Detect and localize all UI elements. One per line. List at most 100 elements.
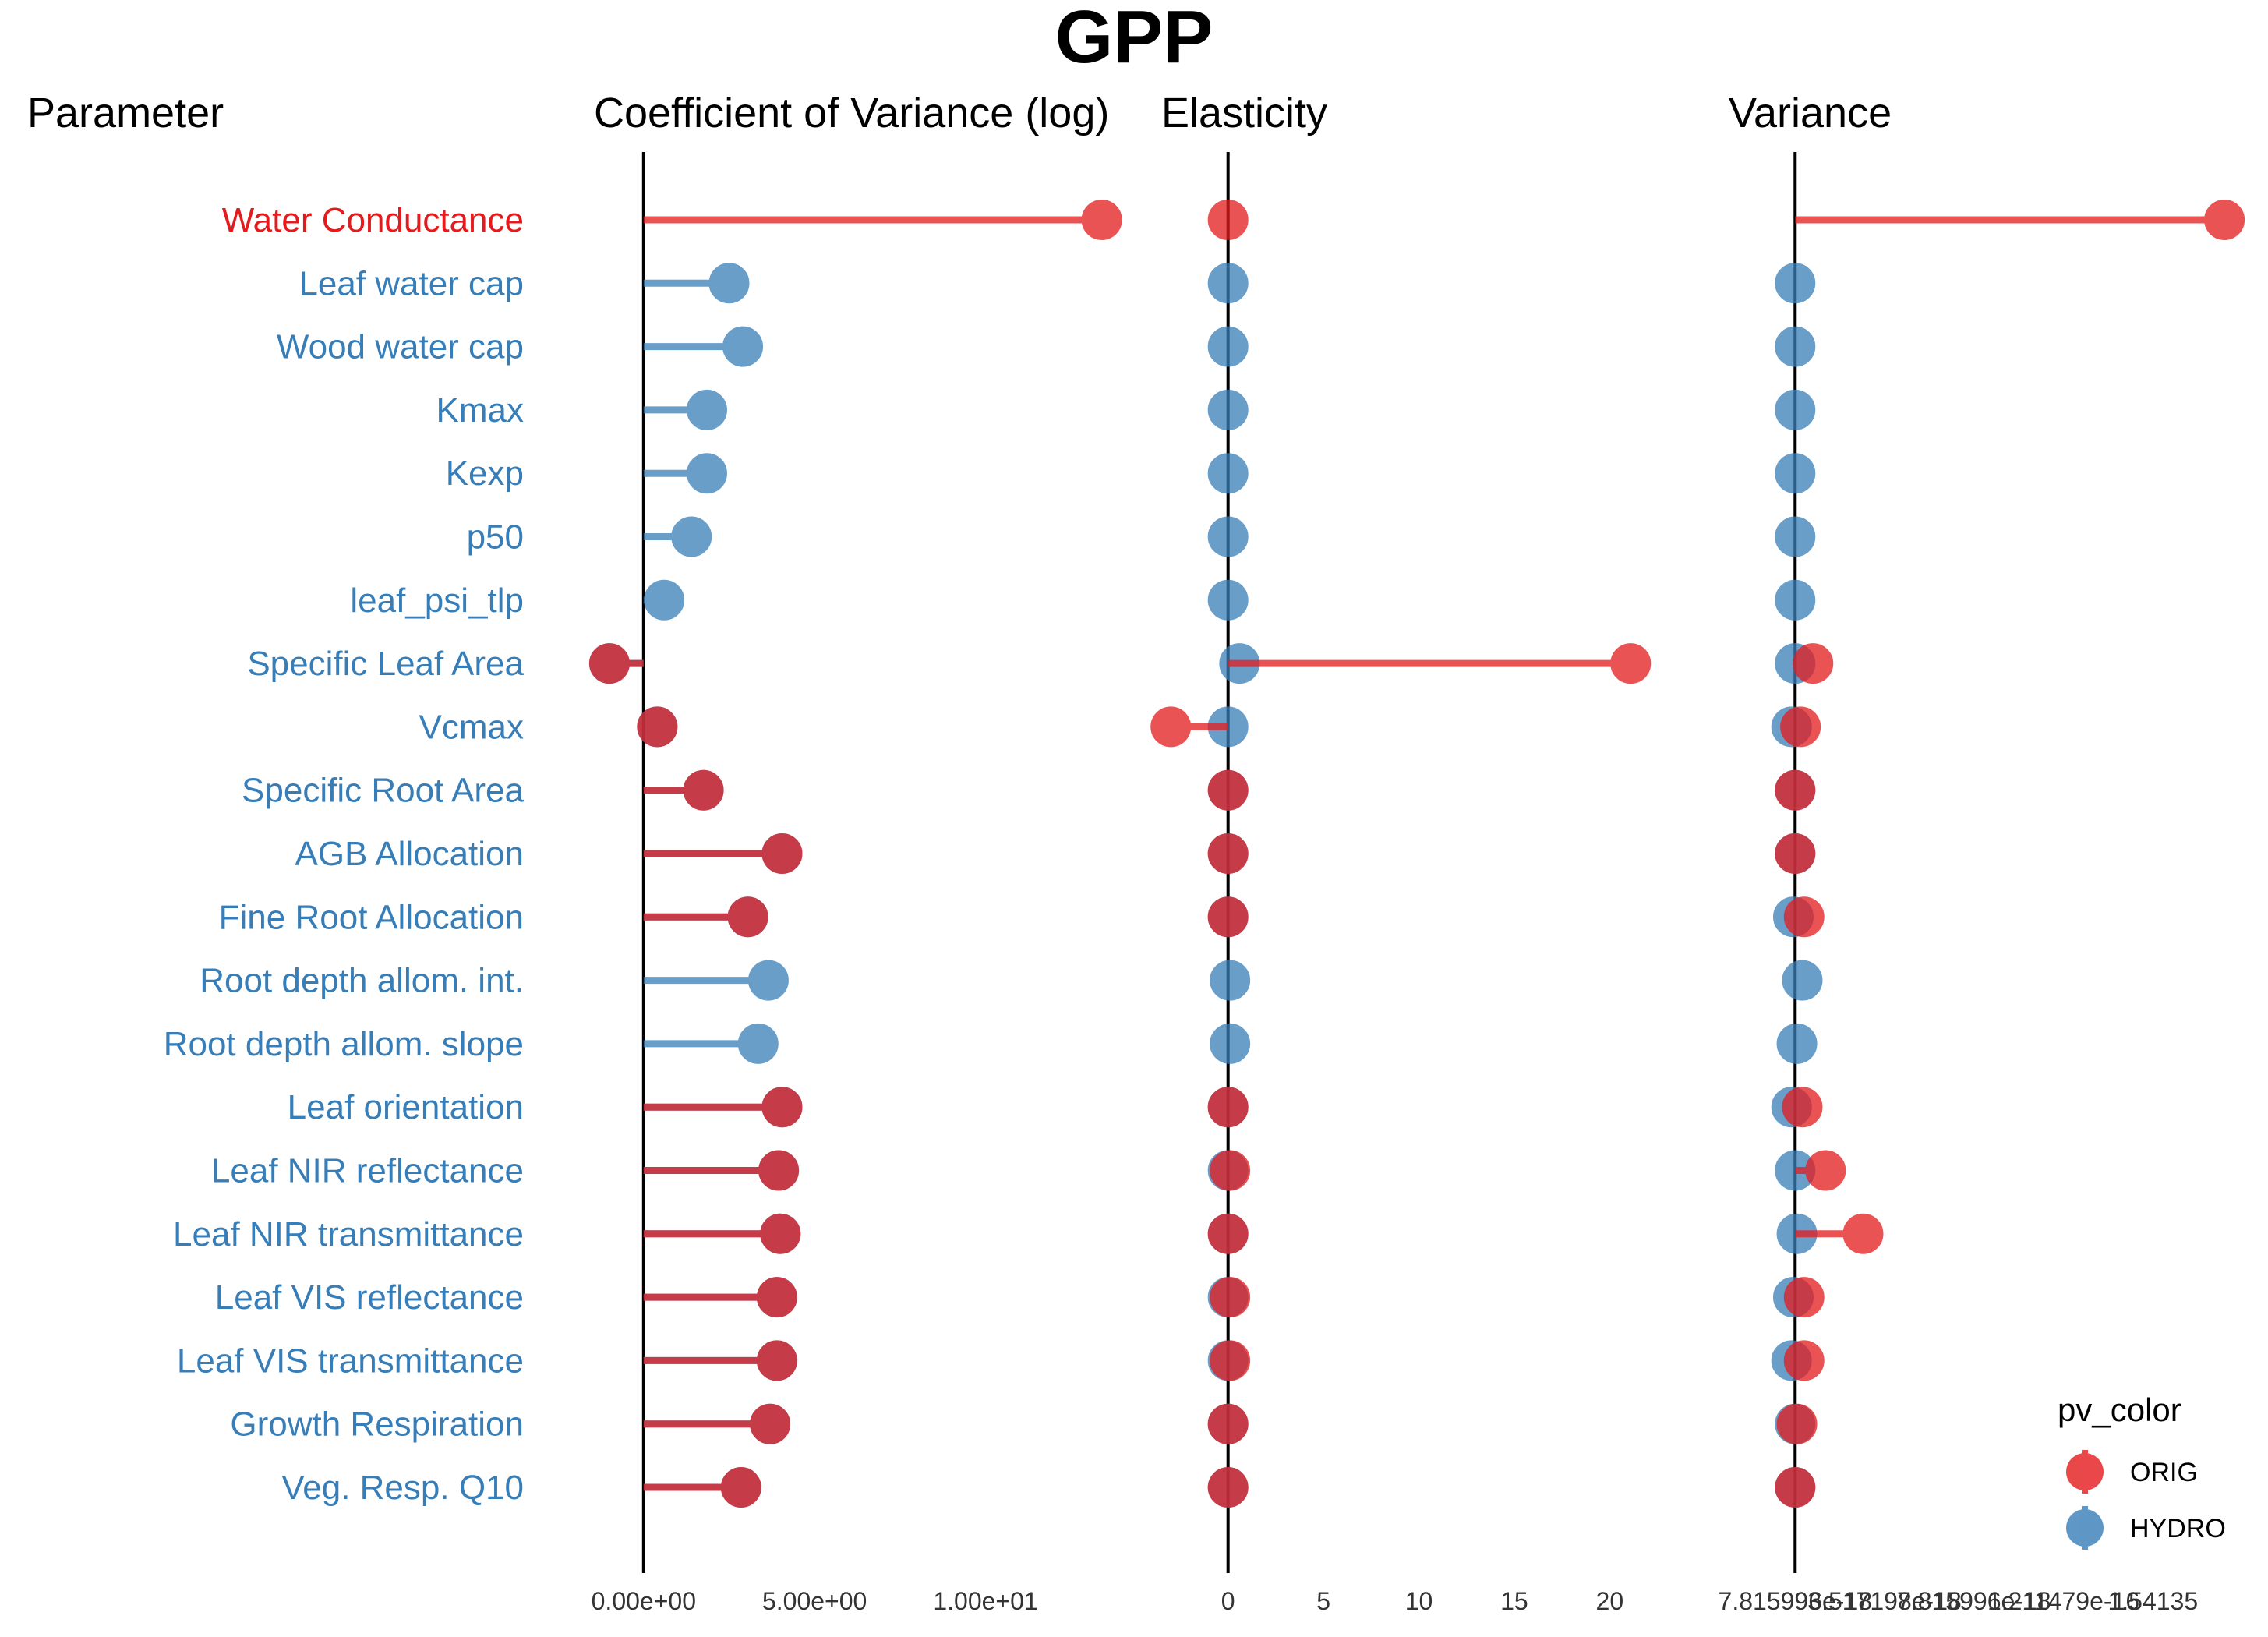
parameter-label: Leaf VIS reflectance [215, 1278, 524, 1317]
point [1775, 769, 1816, 811]
x-tick-label: 7.815996e-18 [1897, 1587, 2051, 1615]
point [760, 1213, 801, 1254]
x-tick-label: 10 [1405, 1587, 1433, 1615]
parameter-label: AGB Allocation [295, 835, 525, 873]
panel-title: Coefficient of Variance (log) [594, 90, 1109, 136]
panel-variance: 7.815996e-183.517198e-187.815996e-181.21… [1719, 152, 2245, 1615]
series-hydro [588, 263, 803, 1508]
point [1207, 769, 1249, 811]
x-tick-label: 1.54135 [2107, 1587, 2198, 1615]
point [1207, 1467, 1249, 1508]
panel-titles: Coefficient of Variance (log) Elasticity V… [594, 90, 1892, 136]
panel-title: Variance [1729, 90, 1892, 136]
panel-cv: 0.00e+00 5.00e+00 1.00e+01 [588, 152, 1122, 1615]
x-tick-label: 0.00e+00 [592, 1587, 696, 1615]
x-tick-label: 0 [1221, 1587, 1235, 1615]
x-tick-label: 1.211479e-16 [1987, 1587, 2139, 1615]
parameter-label: Root depth allom. slope [164, 1025, 524, 1063]
point [1793, 643, 1834, 684]
point [686, 453, 727, 494]
parameter-label: Kexp [446, 454, 524, 493]
point [758, 1150, 800, 1191]
point [1782, 960, 1823, 1001]
parameter-header: Parameter [27, 90, 224, 136]
parameter-label: Kmax [436, 391, 524, 430]
point [1207, 896, 1249, 938]
point [1210, 1340, 1251, 1381]
point [1780, 706, 1821, 748]
parameter-label: Leaf NIR transmittance [173, 1215, 524, 1253]
point [1207, 516, 1249, 557]
series-orig [588, 200, 1122, 1508]
point [761, 1087, 803, 1128]
parameter-label: Fine Root Allocation [219, 898, 524, 936]
point [1207, 326, 1249, 367]
point [671, 516, 712, 557]
point [761, 833, 803, 874]
parameter-label: Wood water cap [277, 328, 524, 366]
point [1207, 453, 1249, 494]
legend-label: HYDRO [2130, 1514, 2226, 1543]
point [1150, 706, 1192, 748]
point [1610, 643, 1652, 684]
point [1207, 389, 1249, 430]
point [756, 1277, 797, 1318]
point [1207, 200, 1249, 240]
point [1210, 1277, 1251, 1318]
parameter-label: p50 [467, 518, 524, 557]
point [1207, 833, 1249, 874]
point [1783, 1340, 1825, 1381]
point [1081, 200, 1122, 240]
parameter-label: Growth Respiration [230, 1405, 524, 1444]
legend-title: pv_color [2058, 1391, 2181, 1428]
point [1775, 453, 1816, 494]
point [727, 896, 768, 938]
parameter-label: Veg. Resp. Q10 [281, 1469, 524, 1507]
point [1775, 516, 1816, 557]
x-tick-label: 20 [1596, 1587, 1624, 1615]
parameter-label: Leaf NIR reflectance [211, 1152, 524, 1190]
x-tick-label: 5.00e+00 [762, 1587, 867, 1615]
parameter-label: Specific Leaf Area [247, 645, 524, 683]
legend-key [2066, 1450, 2104, 1494]
point [588, 643, 630, 684]
x-tick-label: 15 [1500, 1587, 1528, 1615]
series-orig [1150, 200, 1652, 1508]
point [2204, 200, 2245, 240]
point [1775, 326, 1816, 367]
point [1775, 389, 1816, 430]
point [756, 1340, 797, 1381]
point [1775, 579, 1816, 621]
legend: pv_color ORIG HYDRO [2058, 1391, 2226, 1550]
point [1805, 1150, 1846, 1191]
point [1842, 1213, 1884, 1254]
panel-title: Elasticity [1161, 90, 1327, 136]
parameter-label: Root depth allom. int. [200, 962, 524, 1000]
parameter-label: Leaf orientation [288, 1088, 524, 1126]
point [1776, 1403, 1818, 1444]
point [644, 579, 685, 621]
x-tick-label: 1.00e+01 [933, 1587, 1037, 1615]
point [1783, 896, 1825, 938]
point [737, 1023, 779, 1064]
point [747, 960, 789, 1001]
point [720, 1467, 761, 1508]
point [1207, 579, 1249, 621]
point [1207, 1403, 1249, 1444]
point [1782, 1087, 1823, 1128]
parameter-label: Leaf water cap [299, 264, 524, 302]
point [722, 326, 764, 367]
point [708, 263, 750, 304]
chart-title: GPP [1055, 0, 1213, 79]
point [1776, 1023, 1818, 1064]
point [686, 389, 727, 430]
point [1210, 960, 1251, 1001]
parameter-label: leaf_psi_tlp [350, 582, 524, 620]
series-orig [1775, 200, 2245, 1508]
point [1207, 263, 1249, 304]
point [750, 1403, 791, 1444]
parameter-label: Leaf VIS transmittance [177, 1342, 524, 1380]
parameter-labels: Water Conductance Leaf water cap Wood wate… [164, 201, 525, 1507]
series-hydro [1207, 263, 1260, 1508]
